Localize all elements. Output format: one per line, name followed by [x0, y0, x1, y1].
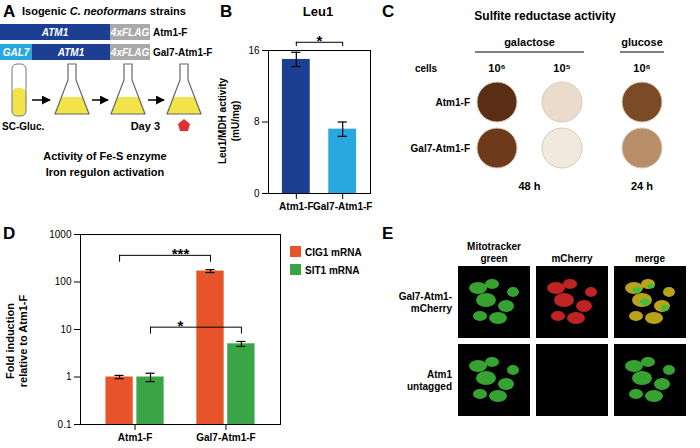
svg-text:0.1: 0.1	[58, 419, 72, 430]
svg-text:10⁶: 10⁶	[488, 62, 505, 74]
svg-text:Isogenic C. neoformans strains: Isogenic C. neoformans strains	[22, 5, 186, 17]
svg-text:Gal7-Atm1-F: Gal7-Atm1-F	[153, 47, 212, 58]
svg-text:Gal7-Atm1-: Gal7-Atm1-	[399, 291, 452, 302]
svg-text:Atm1: Atm1	[427, 369, 452, 380]
svg-text:Activity of Fe-S enzyme: Activity of Fe-S enzyme	[43, 150, 166, 162]
svg-text:Gal7-Atm1-F: Gal7-Atm1-F	[196, 432, 255, 443]
svg-text:Gal7-Atm1-F: Gal7-Atm1-F	[411, 143, 470, 154]
svg-text:D: D	[3, 224, 15, 243]
svg-text:mCherry: mCherry	[411, 303, 453, 314]
svg-text:10⁵: 10⁵	[553, 62, 570, 74]
svg-text:Sulfite reductase activity: Sulfite reductase activity	[474, 9, 616, 23]
svg-text:ATM1: ATM1	[57, 47, 85, 58]
svg-text:Atm1-F: Atm1-F	[153, 27, 187, 38]
svg-text:mCherry: mCherry	[551, 253, 593, 264]
svg-text:untagged: untagged	[407, 381, 452, 392]
svg-text:4xFLAG: 4xFLAG	[110, 47, 150, 58]
svg-text:Leu1/MDH activity: Leu1/MDH activity	[217, 77, 228, 164]
svg-text:E: E	[382, 224, 393, 243]
svg-text:glucose: glucose	[621, 36, 663, 48]
svg-text:(mU/mg): (mU/mg)	[230, 101, 241, 142]
svg-text:C: C	[382, 2, 394, 21]
svg-text:100: 100	[55, 276, 72, 287]
svg-text:GAL7: GAL7	[3, 47, 30, 58]
svg-text:Atm1-F: Atm1-F	[436, 97, 470, 108]
svg-text:relative to Atm1-F: relative to Atm1-F	[17, 294, 29, 387]
svg-text:CIG1 mRNA: CIG1 mRNA	[305, 247, 362, 258]
svg-text:Gal7-Atm1-F: Gal7-Atm1-F	[313, 201, 372, 212]
svg-text:merge: merge	[635, 253, 665, 264]
svg-text:A: A	[3, 2, 15, 21]
svg-text:10: 10	[60, 324, 72, 335]
svg-text:SIT1 mRNA: SIT1 mRNA	[305, 265, 359, 276]
svg-text:B: B	[220, 2, 232, 21]
svg-text:*: *	[317, 32, 323, 49]
svg-text:Atm1-F: Atm1-F	[279, 201, 313, 212]
svg-text:1000: 1000	[49, 229, 72, 240]
svg-text:0: 0	[254, 188, 260, 199]
svg-text:Iron regulon activation: Iron regulon activation	[46, 166, 165, 178]
svg-text:***: ***	[172, 245, 190, 262]
svg-text:4xFLAG: 4xFLAG	[110, 27, 150, 38]
svg-text:10⁶: 10⁶	[633, 62, 650, 74]
svg-text:48 h: 48 h	[518, 180, 540, 192]
svg-text:Atm1-F: Atm1-F	[118, 432, 152, 443]
svg-text:*: *	[178, 317, 184, 334]
svg-text:Day 3: Day 3	[131, 120, 160, 132]
svg-text:24 h: 24 h	[631, 180, 653, 192]
svg-text:8: 8	[254, 116, 260, 127]
svg-text:SC-Gluc.: SC-Gluc.	[2, 121, 44, 132]
svg-text:1: 1	[66, 371, 72, 382]
svg-text:green: green	[480, 253, 507, 264]
svg-text:Fold induction: Fold induction	[4, 303, 16, 379]
svg-text:galactose: galactose	[504, 36, 555, 48]
svg-text:ATM1: ATM1	[41, 27, 69, 38]
svg-text:16: 16	[248, 45, 260, 56]
svg-text:Leu1: Leu1	[303, 4, 333, 19]
svg-text:Mitotracker: Mitotracker	[467, 241, 521, 252]
svg-text:cells: cells	[415, 63, 438, 74]
